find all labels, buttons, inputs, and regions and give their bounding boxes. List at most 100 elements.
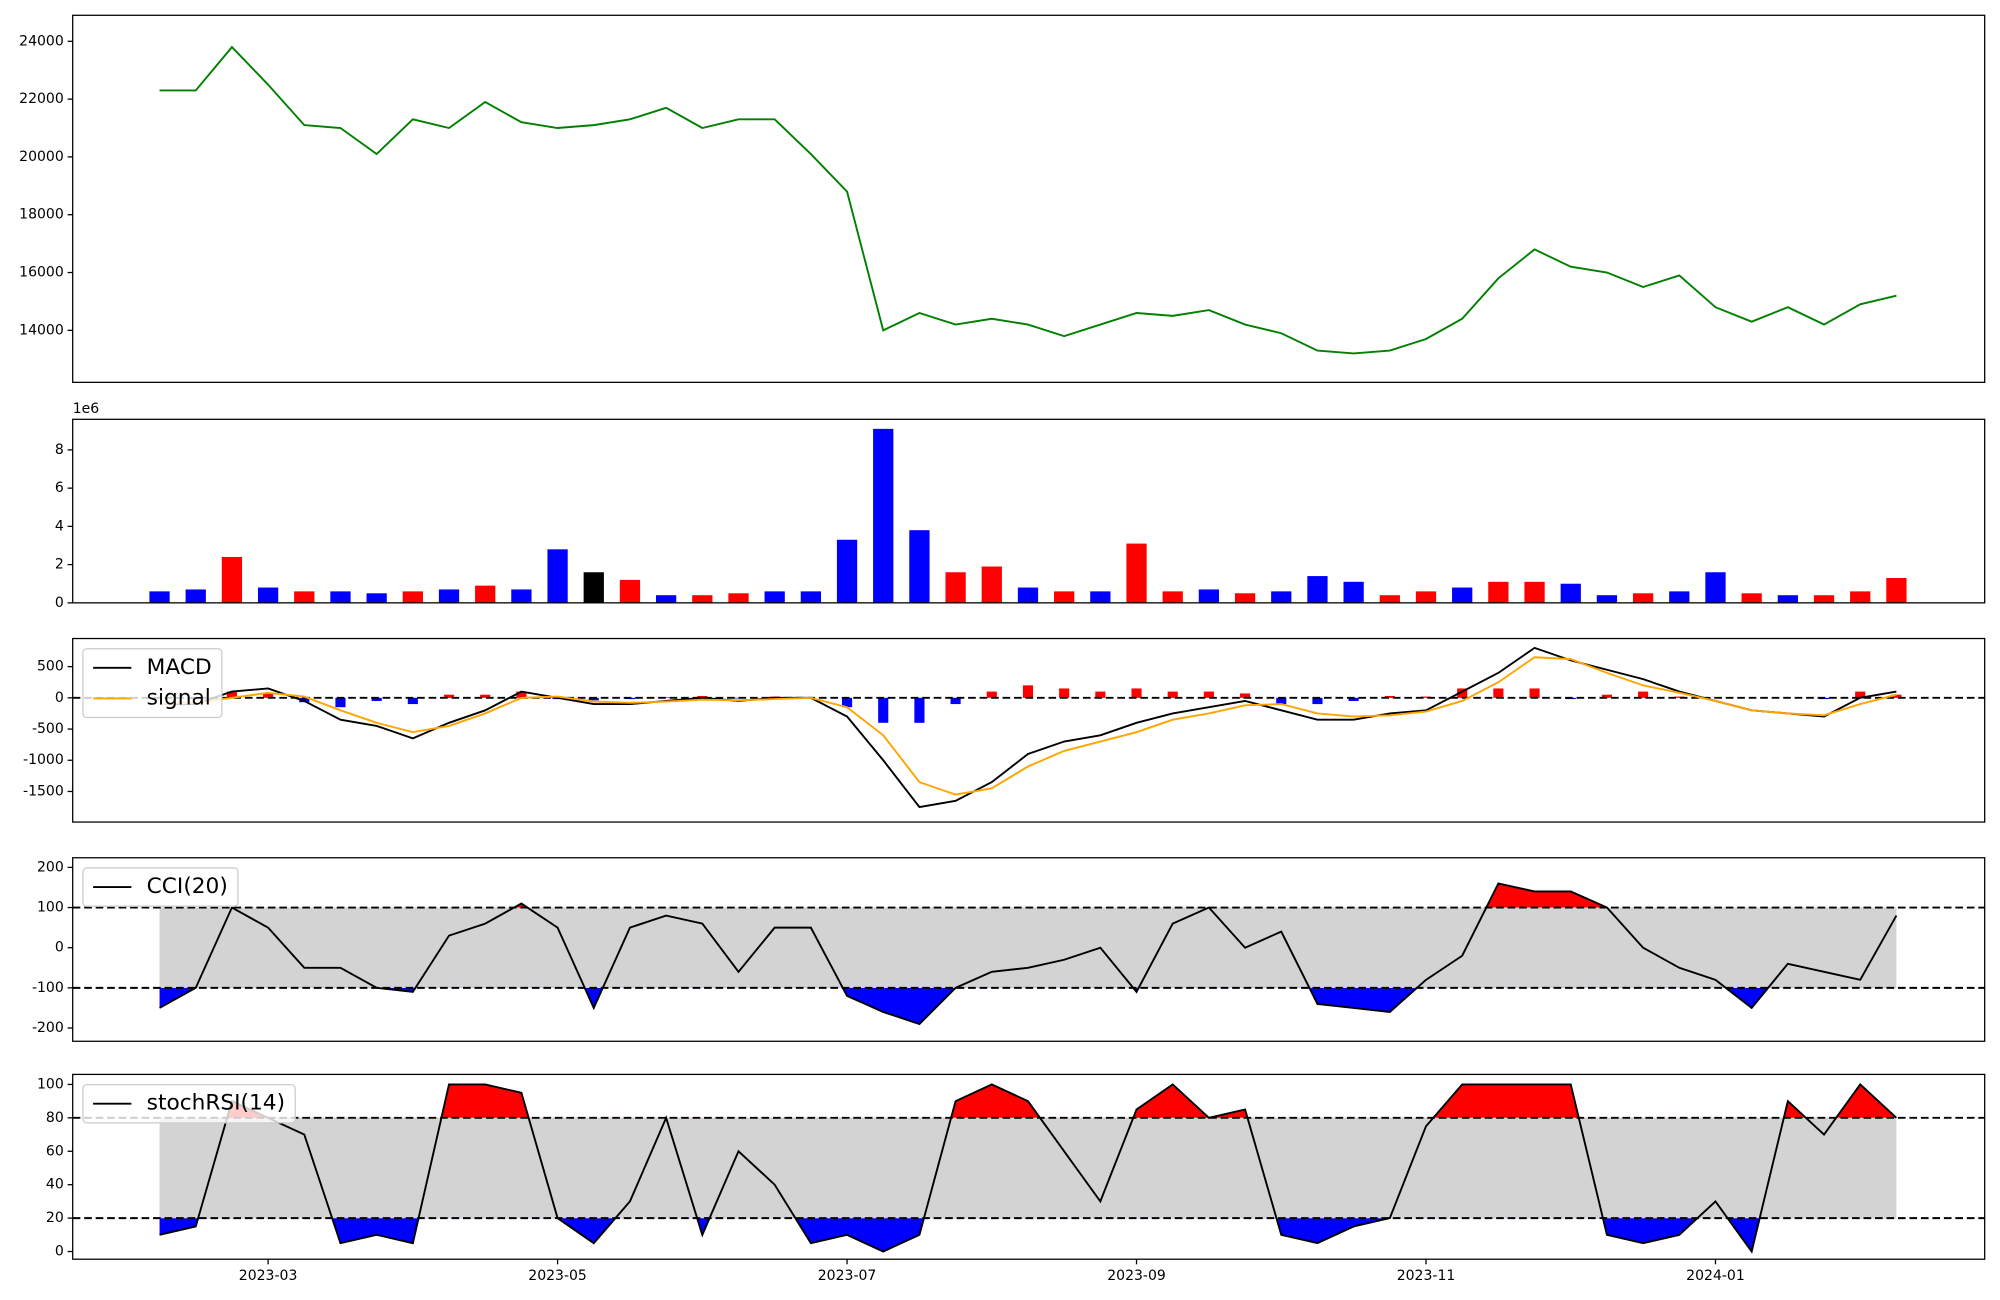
volume-bar bbox=[330, 591, 351, 603]
threshold-band bbox=[159, 1117, 1897, 1219]
histogram-bar bbox=[1601, 694, 1612, 698]
volume-bar bbox=[511, 589, 532, 603]
volume-bar bbox=[764, 591, 785, 603]
volume-bar bbox=[1850, 591, 1871, 603]
histogram-bar bbox=[950, 697, 961, 705]
panel: 0 20 40 60 80 100 2023-03 2023-05 2023-07 2023-09… bbox=[37, 1073, 1986, 1284]
volume-bar bbox=[1090, 591, 1111, 603]
volume-bar bbox=[1054, 591, 1075, 603]
y-tick-label: 22000 bbox=[19, 91, 64, 107]
x-tick-label: 2024-01 bbox=[1686, 1268, 1745, 1284]
volume-bar bbox=[945, 572, 966, 603]
volume-bar bbox=[1886, 577, 1907, 603]
volume-bar bbox=[836, 539, 858, 603]
x-tick-label: 2023-07 bbox=[818, 1268, 877, 1284]
volume-bar bbox=[981, 566, 1002, 603]
legend-box bbox=[82, 867, 239, 907]
series-line bbox=[159, 882, 1898, 1026]
volume-bar bbox=[475, 585, 496, 603]
histogram-bar bbox=[1276, 697, 1287, 705]
histogram-bar bbox=[1348, 697, 1359, 701]
volume-bar bbox=[909, 530, 930, 603]
volume-bar bbox=[1524, 581, 1545, 603]
histogram-bar bbox=[1384, 695, 1395, 698]
histogram-bar bbox=[841, 697, 853, 708]
legend-box bbox=[82, 648, 223, 719]
histogram-bar bbox=[226, 691, 237, 698]
y-tick-label: 2 bbox=[55, 557, 64, 573]
volume-bar bbox=[1669, 591, 1690, 603]
volume-bar bbox=[402, 591, 423, 603]
volume-bar bbox=[1271, 591, 1292, 603]
panel: -200 -100 0 100 200 CCI(20) bbox=[32, 857, 1986, 1042]
panel: 0 2 4 6 8 1e6 bbox=[55, 401, 1986, 611]
series-line bbox=[159, 1083, 1898, 1254]
volume-bar bbox=[1379, 595, 1400, 603]
y-tick-label: 0 bbox=[55, 940, 64, 956]
volume-bar bbox=[1632, 593, 1654, 603]
y-tick-label: 16000 bbox=[19, 265, 64, 281]
histogram-bar bbox=[1674, 696, 1685, 698]
price-line bbox=[159, 45, 1897, 355]
volume-bar bbox=[294, 591, 315, 603]
volume-bar bbox=[1198, 589, 1220, 603]
volume-bar bbox=[547, 549, 568, 603]
y-tick-label: -100 bbox=[32, 980, 64, 996]
volume-bar bbox=[1307, 576, 1328, 603]
y-tick-label: 24000 bbox=[19, 33, 64, 49]
volume-bar bbox=[1452, 587, 1473, 603]
plot-area bbox=[149, 428, 1907, 603]
legend-label: signal bbox=[147, 685, 211, 710]
volume-bar bbox=[438, 589, 460, 603]
volume-bar bbox=[655, 595, 677, 603]
fill-below bbox=[159, 987, 1897, 1025]
y-tick-label: 20 bbox=[46, 1210, 64, 1226]
y-tick-label: 100 bbox=[37, 900, 64, 916]
legend-label: stochRSI(14) bbox=[147, 1091, 285, 1116]
x-tick-label: 2023-05 bbox=[528, 1268, 587, 1284]
y-tick-label: 20000 bbox=[19, 149, 64, 165]
histogram-bar bbox=[878, 697, 889, 723]
histogram-bar bbox=[1638, 691, 1649, 698]
offset-label: 1e6 bbox=[73, 401, 100, 417]
volume-bar bbox=[1488, 581, 1509, 603]
volume-bar bbox=[728, 593, 749, 603]
volume-bar bbox=[1596, 595, 1618, 603]
histogram-bar bbox=[263, 693, 274, 698]
axes-frame bbox=[72, 14, 1986, 383]
volume-bar bbox=[583, 572, 604, 603]
volume-bar bbox=[1777, 595, 1798, 603]
volume-bar bbox=[692, 595, 713, 603]
y-tick-label: 200 bbox=[37, 859, 64, 875]
volume-bar bbox=[1415, 591, 1437, 603]
axes-frame bbox=[72, 857, 1986, 1042]
plot-area bbox=[159, 45, 1897, 355]
histogram-bar bbox=[1240, 693, 1251, 698]
histogram-bar bbox=[1420, 696, 1432, 698]
plot-area bbox=[72, 882, 1985, 1026]
histogram-bar bbox=[480, 694, 491, 698]
y-tick-label: 40 bbox=[46, 1177, 64, 1193]
y-tick-label: 500 bbox=[37, 659, 64, 675]
volume-bar bbox=[1813, 595, 1835, 603]
histogram-bar bbox=[407, 697, 418, 705]
y-tick-label: 0 bbox=[55, 595, 64, 611]
y-tick-label: 60 bbox=[46, 1143, 64, 1159]
y-tick-label: -1500 bbox=[23, 783, 64, 799]
y-tick-label: 14000 bbox=[19, 322, 64, 338]
panel: -1500 -1000 -500 0 500 MACD signal bbox=[23, 637, 1986, 823]
legend-box bbox=[82, 1083, 296, 1124]
histogram-bar bbox=[986, 691, 997, 698]
volume-bar bbox=[1705, 572, 1726, 603]
y-tick-label: 100 bbox=[37, 1076, 64, 1092]
histogram-bar bbox=[1203, 691, 1214, 698]
histogram-bar bbox=[1312, 697, 1323, 705]
axes-frame bbox=[72, 418, 1986, 604]
volume-bar bbox=[366, 593, 387, 603]
fill-above bbox=[159, 1084, 1897, 1118]
volume-bar bbox=[1126, 543, 1147, 603]
series-line bbox=[159, 656, 1897, 796]
plot-area bbox=[72, 646, 1985, 809]
series-line bbox=[159, 646, 1897, 809]
